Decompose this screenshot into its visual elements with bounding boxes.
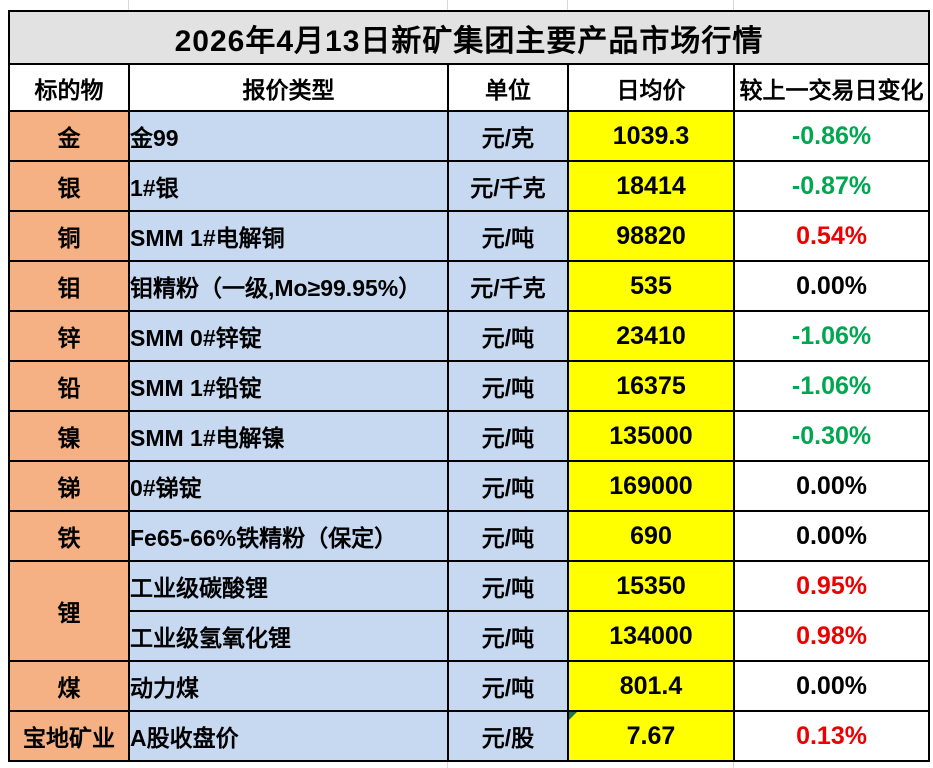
target-cell-merged[interactable]: 锂	[8, 560, 130, 662]
price-cell[interactable]: 535	[567, 260, 735, 312]
price-cell[interactable]: 98820	[567, 210, 735, 262]
table-row: 铁 Fe65-66%铁精粉（保定） 元/吨 690 0.00%	[8, 510, 931, 562]
target-cell[interactable]: 锑	[8, 460, 130, 512]
price-cell[interactable]: 801.4	[567, 660, 735, 712]
gridline-tick	[447, 0, 448, 10]
target-cell[interactable]: 铁	[8, 510, 130, 562]
quote-cell[interactable]: SMM 0#锌锭	[128, 310, 449, 362]
change-cell[interactable]: 0.98%	[732, 610, 931, 662]
unit-cell[interactable]: 元/吨	[447, 460, 569, 512]
price-cell[interactable]: 18414	[567, 160, 735, 212]
change-cell[interactable]: -1.06%	[732, 360, 931, 412]
target-cell[interactable]: 镍	[8, 410, 130, 462]
quote-cell[interactable]: A股收盘价	[128, 710, 449, 762]
quote-cell[interactable]: 金99	[128, 110, 449, 162]
table-row: 镍 SMM 1#电解镍 元/吨 135000 -0.30%	[8, 410, 931, 462]
gridline-tick	[733, 0, 734, 10]
unit-cell[interactable]: 元/吨	[447, 410, 569, 462]
price-value: 7.67	[626, 721, 676, 750]
table-row: 锑 0#锑锭 元/吨 169000 0.00%	[8, 460, 931, 512]
unit-cell[interactable]: 元/吨	[447, 310, 569, 362]
table-row: 金 金99 元/克 1039.3 -0.86%	[8, 110, 931, 162]
table-row: 工业级氢氧化锂 元/吨 134000 0.98%	[9, 610, 931, 662]
change-cell[interactable]: 0.00%	[732, 510, 931, 562]
price-cell[interactable]: 7.67	[567, 710, 735, 762]
quote-cell[interactable]: 动力煤	[128, 660, 449, 712]
price-cell[interactable]: 23410	[567, 310, 735, 362]
unit-cell[interactable]: 元/吨	[447, 360, 569, 412]
change-cell[interactable]: 0.54%	[732, 210, 931, 262]
change-cell[interactable]: 0.00%	[732, 660, 931, 712]
quote-cell[interactable]: SMM 1#铅锭	[128, 360, 449, 412]
unit-cell[interactable]: 元/千克	[447, 260, 569, 312]
gridline-tick	[733, 762, 734, 768]
gridline-tick	[447, 762, 448, 768]
price-cell[interactable]: 134000	[567, 610, 735, 662]
price-cell[interactable]: 16375	[567, 360, 735, 412]
quote-cell[interactable]: 钼精粉（一级,Mo≥99.95%）	[128, 260, 449, 312]
change-cell[interactable]: -0.30%	[732, 410, 931, 462]
unit-cell[interactable]: 元/股	[447, 710, 569, 762]
target-cell[interactable]: 宝地矿业	[8, 710, 130, 762]
quote-cell[interactable]: 0#锑锭	[128, 460, 449, 512]
price-cell[interactable]: 690	[567, 510, 735, 562]
price-cell[interactable]: 1039.3	[567, 110, 735, 162]
unit-cell[interactable]: 元/千克	[447, 160, 569, 212]
unit-cell[interactable]: 元/吨	[447, 560, 569, 612]
quote-cell[interactable]: 1#银	[128, 160, 449, 212]
table-row: 宝地矿业 A股收盘价 元/股 7.67 0.13%	[8, 710, 931, 762]
target-cell[interactable]: 钼	[8, 260, 130, 312]
table-row: 锌 SMM 0#锌锭 元/吨 23410 -1.06%	[8, 310, 931, 362]
target-cell[interactable]: 煤	[8, 660, 130, 712]
table-title: 2026年4月13日新矿集团主要产品市场行情	[7, 10, 931, 65]
unit-cell[interactable]: 元/吨	[447, 510, 569, 562]
table-row: 铜 SMM 1#电解铜 元/吨 98820 0.54%	[8, 210, 931, 262]
col-header-target[interactable]: 标的物	[8, 63, 130, 112]
gridline-tick	[567, 0, 568, 10]
quote-cell[interactable]: SMM 1#电解镍	[128, 410, 449, 462]
target-cell[interactable]: 铅	[8, 360, 130, 412]
change-cell[interactable]: 0.00%	[732, 460, 931, 512]
target-cell[interactable]: 铜	[8, 210, 130, 262]
title-row: 2026年4月13日新矿集团主要产品市场行情	[7, 10, 931, 65]
change-cell[interactable]: -0.87%	[732, 160, 931, 212]
price-cell[interactable]: 169000	[567, 460, 735, 512]
quote-cell[interactable]: SMM 1#电解铜	[128, 210, 449, 262]
change-cell[interactable]: -0.86%	[732, 110, 931, 162]
col-header-change[interactable]: 较上一交易日变化	[732, 63, 931, 112]
change-cell[interactable]: 0.00%	[732, 260, 931, 312]
quote-cell[interactable]: 工业级氢氧化锂	[128, 610, 449, 662]
table-row: 银 1#银 元/千克 18414 -0.87%	[8, 160, 931, 212]
col-header-avg-price[interactable]: 日均价	[567, 63, 735, 112]
gridline-tick	[128, 0, 129, 10]
unit-cell[interactable]: 元/吨	[447, 660, 569, 712]
target-cell[interactable]: 锌	[8, 310, 130, 362]
change-cell[interactable]: 0.95%	[732, 560, 931, 612]
change-cell[interactable]: 0.13%	[732, 710, 931, 762]
unit-cell[interactable]: 元/吨	[447, 610, 569, 662]
quote-cell[interactable]: 工业级碳酸锂	[128, 560, 449, 612]
table-row: 铅 SMM 1#铅锭 元/吨 16375 -1.06%	[8, 360, 931, 412]
target-cell[interactable]: 银	[8, 160, 130, 212]
table-row: 锂 工业级碳酸锂 元/吨 15350 0.95%	[8, 560, 931, 662]
table-row: 钼 钼精粉（一级,Mo≥99.95%） 元/千克 535 0.00%	[8, 260, 931, 312]
unit-cell[interactable]: 元/克	[447, 110, 569, 162]
price-cell[interactable]: 135000	[567, 410, 735, 462]
header-row: 标的物 报价类型 单位 日均价 较上一交易日变化	[8, 63, 931, 112]
quote-cell[interactable]: Fe65-66%铁精粉（保定）	[128, 510, 449, 562]
table-row: 煤 动力煤 元/吨 801.4 0.00%	[8, 660, 931, 712]
change-cell[interactable]: -1.06%	[732, 310, 931, 362]
col-header-unit[interactable]: 单位	[447, 63, 569, 112]
cell-flag-icon	[570, 713, 577, 720]
target-cell[interactable]: 金	[8, 110, 130, 162]
unit-cell[interactable]: 元/吨	[447, 210, 569, 262]
price-cell[interactable]: 15350	[567, 560, 735, 612]
market-price-table: 2026年4月13日新矿集团主要产品市场行情 标的物 报价类型 单位 日均价 较…	[7, 10, 931, 762]
col-header-quote-type[interactable]: 报价类型	[128, 63, 449, 112]
